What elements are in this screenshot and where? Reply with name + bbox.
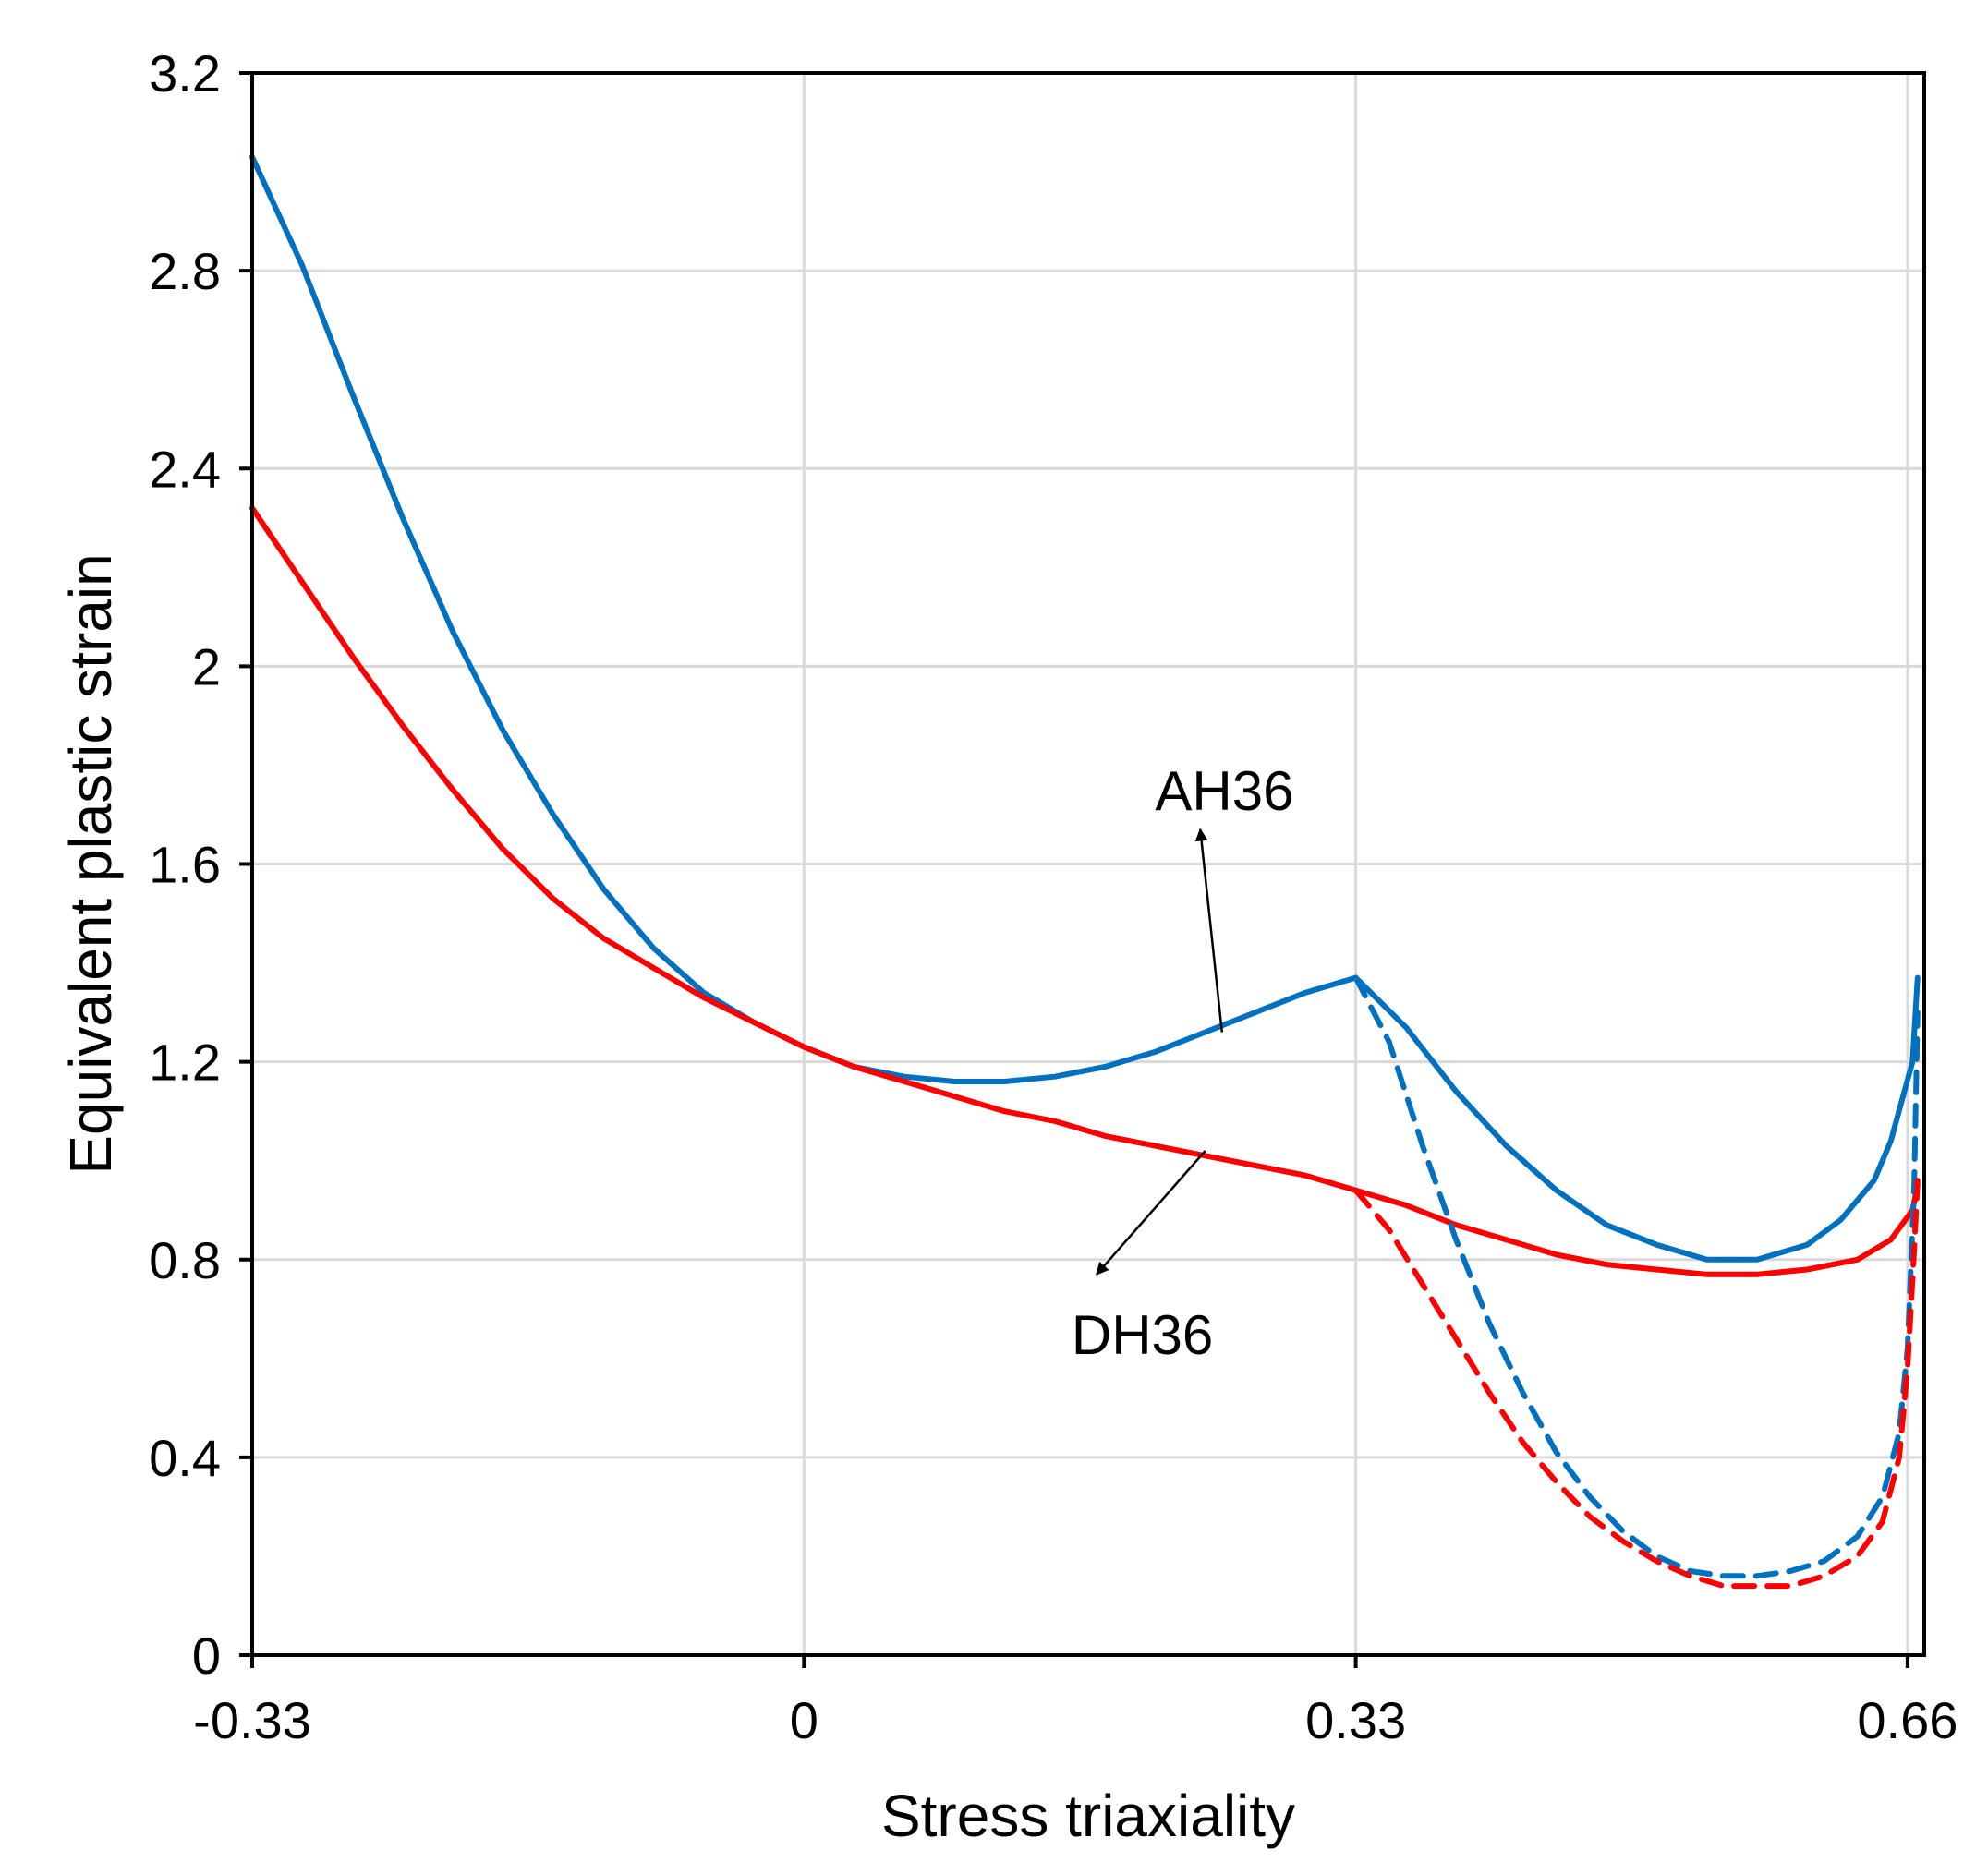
y-tick-label: 0.4 [149, 1429, 221, 1487]
y-tick-label: 0 [192, 1626, 221, 1685]
annotation-label-dh36: DH36 [1072, 1304, 1213, 1366]
y-tick-label: 2.8 [149, 242, 221, 300]
series-ah36-dashed [1352, 974, 1921, 1579]
annotation-label-ah36: AH36 [1155, 760, 1293, 822]
y-tick-label: 2 [192, 637, 221, 695]
x-tick-label: 0.33 [1305, 1691, 1406, 1749]
annotation-arrow-dh36 [1096, 1150, 1206, 1276]
series-ah36 [249, 154, 1921, 1263]
y-tick-label: 3.2 [149, 44, 221, 103]
x-tick-label: -0.33 [193, 1691, 311, 1749]
series-layer [249, 154, 1921, 1590]
x-tick-label: 0.66 [1857, 1691, 1958, 1749]
annotation-arrow-ah36 [1194, 828, 1224, 1033]
y-tick-label: 1.2 [149, 1034, 221, 1092]
y-tick-label: 2.4 [149, 440, 221, 498]
gridlines [250, 71, 1924, 1657]
series-dh36-dashed [1352, 1178, 1921, 1590]
y-tick-label: 1.6 [149, 836, 221, 894]
x-axis-title: Stress triaxiality [881, 1783, 1295, 1849]
y-axis-title: Equivalent plastic strain [57, 553, 124, 1174]
series-dh36 [249, 505, 1921, 1277]
annotations: AH36 DH36 [1072, 760, 1294, 1366]
axis-ticks: -0.33 0 0.33 0.66 0 0.4 0.8 1.2 1.6 2 2.4 2.8 3.2 [149, 44, 1958, 1749]
y-tick-label: 0.8 [149, 1231, 221, 1289]
x-tick-label: 0 [790, 1691, 818, 1749]
